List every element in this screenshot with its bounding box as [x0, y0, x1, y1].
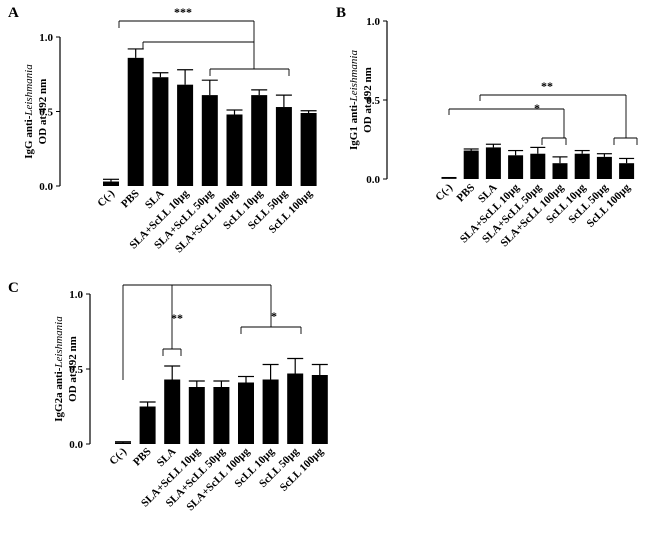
bar: [238, 382, 254, 444]
bar: [127, 57, 144, 186]
bar: [164, 379, 181, 444]
bar: [201, 95, 218, 186]
y-tick-label: 0.0: [366, 174, 380, 186]
y-axis-title-prefix: IgG anti-: [23, 115, 35, 158]
category-label: C(-): [95, 187, 117, 209]
significance-label: *: [271, 309, 277, 323]
y-tick-label: 0.5: [39, 107, 53, 119]
bar: [213, 387, 230, 444]
bar: [441, 178, 457, 179]
category-label: C(-): [107, 445, 129, 467]
y-axis-title-units: OD at 492 nm: [67, 336, 79, 402]
bar: [508, 155, 524, 179]
y-axis-title-prefix: IgG1 anti-: [348, 101, 360, 150]
bar: [300, 112, 317, 186]
y-axis-title-species: Leishmania: [23, 64, 35, 117]
significance-label: **: [171, 311, 183, 325]
bar: [251, 95, 268, 186]
bar: [485, 147, 501, 179]
panel-c: C 0.0 0.5 1.0 IgG2a anti-Leishmania OD at 492…: [8, 280, 328, 513]
panel-letter: A: [8, 5, 19, 21]
bar: [287, 373, 304, 444]
bar: [552, 163, 568, 179]
bar: [115, 442, 131, 444]
bar: [530, 153, 546, 179]
bar: [275, 107, 292, 186]
y-axis-title-species: Leishmania: [348, 50, 360, 103]
bar: [177, 84, 194, 186]
y-tick-label: 0.0: [69, 439, 83, 451]
significance-label: **: [541, 79, 553, 93]
bar: [574, 153, 590, 179]
y-axis-title-prefix: IgG2a anti-: [53, 367, 65, 421]
y-axis-title-units: OD at 492 nm: [37, 79, 49, 145]
y-tick-label: 1.0: [39, 32, 53, 44]
y-axis-title-species: Leishmania: [53, 316, 65, 369]
y-tick-label: 0.5: [69, 364, 83, 376]
y-axis-title: IgG2a anti-Leishmania: [53, 316, 65, 422]
bar: [262, 379, 279, 444]
bar: [311, 375, 328, 444]
panel-b: B 0.0 0.5 1.0 IgG1 anti-Leishmania OD at 492 …: [336, 5, 638, 249]
significance-label: ***: [174, 5, 192, 19]
y-axis-title: IgG1 anti-Leishmania: [348, 50, 360, 150]
significance-label: *: [534, 101, 540, 115]
category-label: PBS: [131, 446, 154, 469]
category-label: PBS: [119, 188, 142, 211]
bar: [463, 150, 479, 179]
bar: [226, 114, 243, 186]
y-axis-title-units: OD at 492 nm: [362, 67, 374, 133]
y-tick-label: 0.0: [39, 181, 53, 193]
panel-letter: B: [336, 5, 346, 21]
bar: [188, 387, 205, 444]
panel-a: A 0.0 0.5 1.0 IgG anti-Leishmania OD at 492 n…: [8, 5, 317, 255]
category-label: PBS: [455, 182, 478, 205]
category-label: C(-): [433, 181, 455, 203]
bar: [103, 181, 119, 186]
bar: [139, 406, 156, 444]
bar: [619, 163, 635, 179]
bar: [596, 156, 612, 179]
y-tick-label: 1.0: [69, 289, 83, 301]
y-tick-label: 1.0: [366, 16, 380, 28]
bar: [152, 77, 169, 186]
y-axis-title: IgG anti-Leishmania: [23, 64, 35, 159]
panel-letter: C: [8, 280, 19, 296]
y-tick-label: 0.5: [366, 95, 380, 107]
